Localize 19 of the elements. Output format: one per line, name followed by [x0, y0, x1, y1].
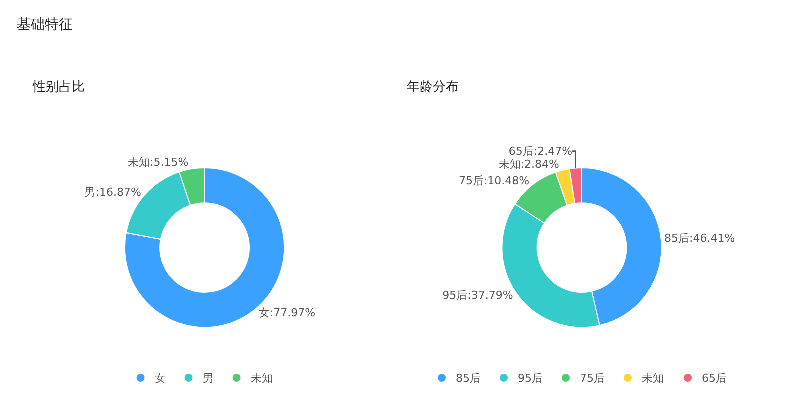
chart-title: 年龄分布 [407, 80, 459, 95]
text: 基础特征 [17, 17, 73, 33]
legend-label: 85后 [456, 372, 481, 385]
data-label: 65后:2.47% [508, 144, 573, 158]
legend-label: 65后 [702, 372, 727, 385]
legend-label: 未知 [251, 372, 273, 385]
data-label: 男:16.87% [84, 186, 142, 200]
data-label: 85后:46.41% [664, 232, 736, 246]
data-label: 未知:5.15% [128, 156, 189, 170]
legend-label: 95后 [518, 372, 543, 385]
data-label: 女:77.97% [258, 306, 316, 320]
legend-label: 女 [155, 372, 166, 385]
legend-label: 75后 [580, 372, 605, 385]
data-label: 未知:2.84% [498, 158, 560, 171]
chart-title: 性别占比 [32, 80, 85, 95]
legend-label: 未知 [642, 372, 664, 385]
data-label: 75后:10.48% [458, 174, 530, 188]
data-label: 95后:37.79% [442, 289, 514, 302]
legend-label: 男 [203, 372, 214, 385]
